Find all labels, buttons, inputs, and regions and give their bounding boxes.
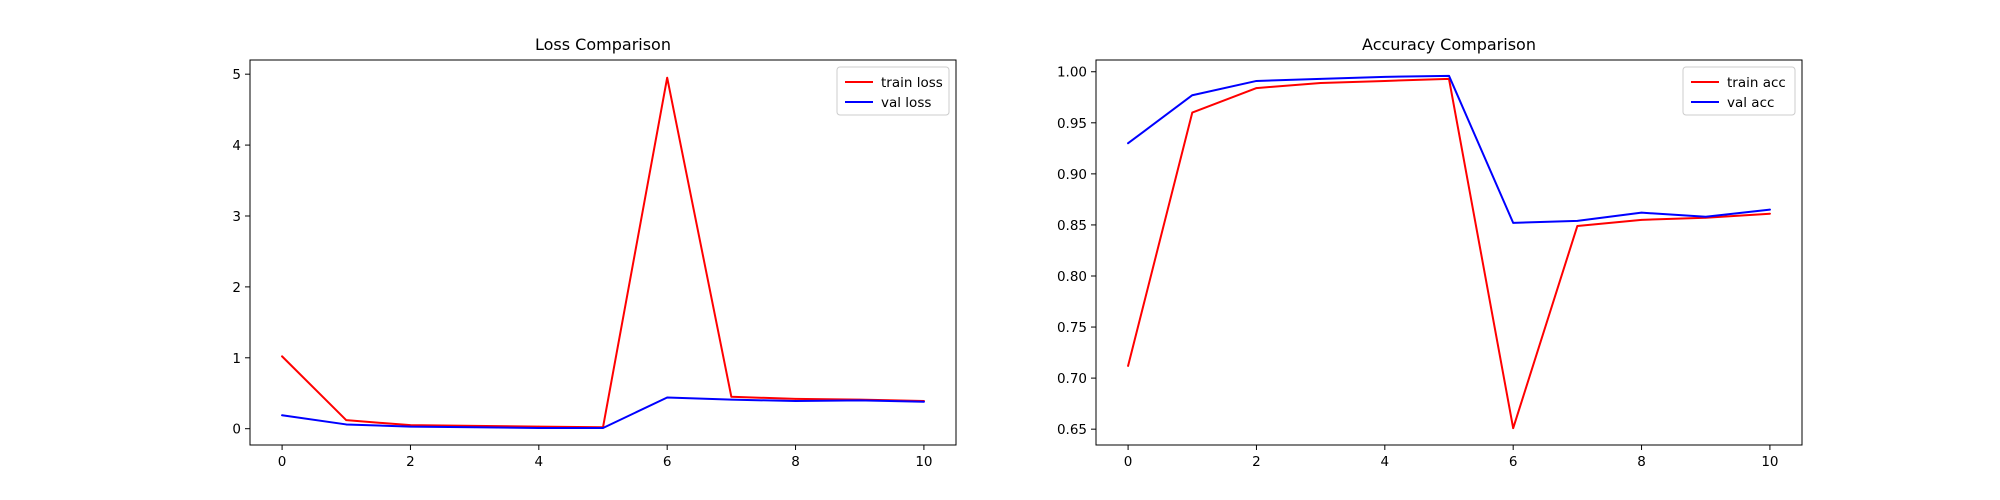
x-tick-label: 4 <box>535 454 544 470</box>
val-loss-point <box>794 400 797 402</box>
legend-label-train-loss: train loss <box>881 75 943 91</box>
val-acc-point <box>1640 211 1643 214</box>
y-tick-label: 2 <box>232 280 241 296</box>
train-acc-point <box>1384 80 1386 82</box>
val-loss-point <box>858 399 861 402</box>
x-tick-label: 10 <box>1761 454 1778 470</box>
chart-title: Loss Comparison <box>535 35 671 54</box>
y-tick-label: 0 <box>232 422 241 438</box>
train-loss-point <box>794 398 797 400</box>
val-acc-point <box>1255 80 1258 82</box>
x-tick-label: 10 <box>915 454 932 470</box>
loss-comparison-chart: Loss Comparison 0 2 4 6 8 10 0 1 2 3 4 5 train loss va… <box>232 35 957 470</box>
y-tick-label: 0.65 <box>1057 422 1087 438</box>
x-tick-label: 4 <box>1381 454 1390 470</box>
val-loss-point <box>666 396 668 399</box>
chart-title: Accuracy Comparison <box>1362 35 1536 54</box>
train-acc-point <box>1512 427 1514 429</box>
val-loss-point <box>409 425 412 428</box>
val-acc-point <box>1512 222 1514 224</box>
train-loss-point <box>730 395 733 398</box>
y-tick-label: 1 <box>232 351 241 367</box>
train-acc-point <box>1255 87 1258 89</box>
train-loss-point <box>666 76 668 79</box>
x-tick-label: 6 <box>1509 454 1518 470</box>
val-loss-point <box>923 400 925 403</box>
y-tick-label: 4 <box>232 138 241 154</box>
y-tick-label: 3 <box>232 209 241 225</box>
y-tick-label: 5 <box>232 67 241 83</box>
legend: train loss val loss <box>836 66 950 116</box>
y-tick-label: 0.70 <box>1057 371 1087 387</box>
y-tick-label: 0.90 <box>1057 167 1087 183</box>
train-acc-point <box>1576 225 1579 227</box>
x-tick-label: 8 <box>1637 454 1646 470</box>
train-loss-point <box>281 355 283 358</box>
val-acc-point <box>1319 78 1322 80</box>
legend-label-val-loss: val loss <box>881 95 931 111</box>
x-tick-label: 0 <box>278 454 287 470</box>
y-tick-label: 0.85 <box>1057 218 1087 234</box>
legend-label-val-acc: val acc <box>1727 95 1774 111</box>
y-tick-label: 1.00 <box>1057 65 1087 81</box>
train-loss-point <box>538 425 540 428</box>
plot-frame <box>249 59 957 446</box>
x-tick-label: 6 <box>663 454 672 470</box>
val-acc-point <box>1191 94 1194 97</box>
val-acc-point <box>1576 220 1579 222</box>
val-loss-point <box>473 426 476 429</box>
y-tick-label: 0.80 <box>1057 269 1087 285</box>
x-tick-label: 0 <box>1124 454 1133 470</box>
train-acc-point <box>1769 212 1771 215</box>
val-loss-point <box>281 414 283 417</box>
accuracy-comparison-chart: Accuracy Comparison 0 2 4 6 8 10 0.65 0.70 0.75 0.… <box>1057 35 1803 470</box>
train-acc-point <box>1640 219 1643 221</box>
x-tick-label: 8 <box>791 454 800 470</box>
val-loss-point <box>730 398 733 401</box>
y-tick-label: 0.95 <box>1057 116 1087 132</box>
train-acc-point <box>1319 82 1322 84</box>
legend-label-train-acc: train acc <box>1727 75 1786 91</box>
val-acc-point <box>1448 75 1450 77</box>
y-tick-label: 0.75 <box>1057 320 1087 336</box>
train-loss-point <box>473 425 476 427</box>
val-acc-point <box>1704 215 1707 218</box>
val-acc-point <box>1127 142 1129 145</box>
val-acc-point <box>1384 76 1386 78</box>
val-loss-point <box>602 427 604 429</box>
legend: train acc val acc <box>1682 66 1796 116</box>
train-loss-point <box>345 419 348 421</box>
train-acc-point <box>1127 365 1129 367</box>
x-tick-label: 2 <box>406 454 415 470</box>
val-acc-point <box>1769 208 1771 211</box>
plot-frame <box>1095 59 1803 446</box>
val-loss-point <box>538 427 540 429</box>
x-tick-label: 2 <box>1252 454 1261 470</box>
train-loss-point <box>409 424 412 426</box>
val-loss-point <box>345 423 348 426</box>
train-acc-point <box>1191 111 1194 114</box>
